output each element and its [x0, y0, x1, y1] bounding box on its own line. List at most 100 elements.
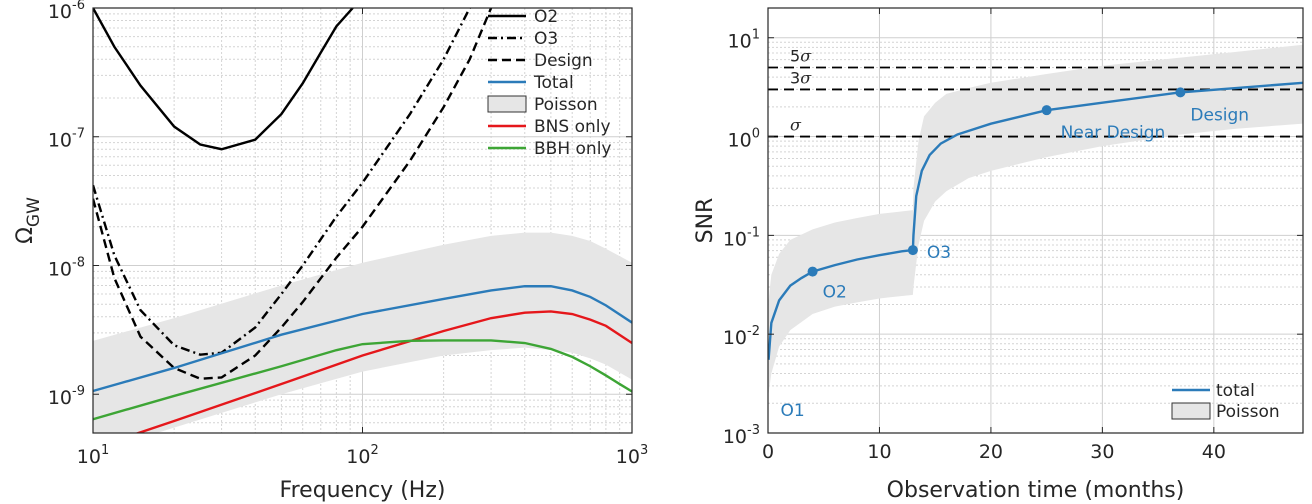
series-design [93, 8, 493, 380]
y-tick-label-exp: 0 [752, 127, 760, 142]
threshold-label: σ [790, 116, 802, 135]
poisson-band [93, 232, 632, 433]
y-tick-label-base: 10 [723, 327, 747, 349]
milestone-label: O1 [781, 401, 805, 421]
series-bns-only [134, 310, 632, 433]
threshold-label-num: 3 [790, 68, 800, 87]
y-tick-label-exp: -9 [72, 384, 85, 399]
legend-item: O2 [488, 7, 558, 27]
legend-label: Poisson [534, 95, 598, 115]
x-tick-label: 40 [1202, 441, 1226, 463]
y-tick-label-base: 10 [723, 426, 747, 448]
legend-label: BNS only [534, 117, 611, 137]
x-tick-label: 103 [616, 443, 648, 468]
milestone-point [907, 245, 918, 256]
legend-label: Poisson [1216, 402, 1280, 422]
legend-item: Design [488, 51, 593, 71]
y-tick-label: 10-7 [48, 127, 85, 152]
poisson-band [768, 44, 1303, 394]
legend-label: O3 [534, 29, 558, 49]
x-tick-label: 30 [1090, 441, 1114, 463]
legend-label: Design [534, 51, 593, 71]
legend-item: BNS only [488, 117, 611, 137]
milestone-point [1041, 105, 1052, 116]
x-tick-label: 102 [346, 443, 378, 468]
x-tick-label: 101 [77, 443, 109, 468]
y-axis-label-base: Ω [13, 227, 38, 244]
y-tick-label: 101 [728, 28, 760, 53]
threshold-label-num: 5 [790, 46, 800, 65]
legend-label: total [1216, 381, 1255, 401]
x-tick-label: 0 [762, 441, 774, 463]
y-tick-label-exp: -2 [747, 324, 760, 339]
threshold-label-sym: σ [800, 68, 812, 87]
x-tick-label-base: 10 [616, 446, 640, 468]
threshold-label-sym: σ [790, 116, 802, 135]
y-tick-label: 10-9 [48, 384, 85, 409]
y-tick-label-exp: 1 [752, 28, 760, 43]
y-tick-label-exp: -8 [72, 255, 85, 270]
y-axis-label-sub: GW [24, 197, 44, 227]
y-tick-label-exp: -3 [747, 423, 760, 438]
y-tick-label-base: 10 [723, 228, 747, 250]
milestone-label: O2 [823, 283, 847, 303]
series-total [93, 285, 632, 393]
series-bbh-only [93, 339, 632, 421]
legend-swatch [487, 95, 527, 113]
x-tick-label-base: 10 [77, 446, 101, 468]
y-tick-label-base: 10 [728, 130, 752, 152]
plot-area [93, 8, 632, 433]
y-tick-label: 10-3 [723, 423, 760, 448]
legend-item: Total [488, 73, 574, 93]
y-tick-label: 10-2 [723, 324, 760, 349]
y-tick-label: 10-1 [723, 225, 760, 250]
legend-label: BBH only [534, 139, 611, 159]
legend-item: Poisson [487, 95, 598, 115]
series-o2 [93, 8, 354, 151]
x-axis-label: Frequency (Hz) [280, 478, 446, 503]
x-tick-label-exp: 2 [370, 443, 378, 458]
legend-label: Total [533, 73, 574, 93]
y-tick-label-base: 10 [48, 258, 72, 280]
milestone-label: Design [1190, 105, 1249, 125]
y-axis-label: SNR [693, 198, 718, 244]
legend-item: total [1172, 381, 1255, 401]
series-total [768, 81, 1303, 360]
y-tick-label-base: 10 [48, 1, 72, 23]
y-tick-label: 10-6 [48, 0, 85, 23]
milestone-label: O3 [927, 243, 951, 263]
y-tick-label-exp: -1 [747, 225, 760, 240]
threshold-label: 5σ [790, 46, 812, 65]
x-tick-label-base: 10 [346, 446, 370, 468]
milestone-point [1175, 87, 1186, 98]
legend-item: O3 [488, 29, 558, 49]
y-tick-label-exp: -7 [72, 127, 85, 142]
x-axis-label: Observation time (months) [887, 478, 1185, 503]
y-axis-label: ΩGW [13, 197, 44, 244]
legend-swatch [1171, 402, 1211, 420]
legend-label: O2 [534, 7, 558, 27]
legend-item: BBH only [488, 139, 611, 159]
milestone-label: Near Design [1061, 123, 1166, 143]
y-tick-label-base: 10 [728, 31, 752, 53]
y-tick-label: 100 [728, 127, 760, 152]
y-tick-label-base: 10 [48, 130, 72, 152]
plot-area [768, 44, 1303, 394]
y-tick-label-exp: -6 [72, 0, 85, 13]
legend-item: Poisson [1171, 402, 1280, 422]
y-tick-label-base: 10 [48, 387, 72, 409]
x-tick-label: 10 [867, 441, 891, 463]
milestone-point [807, 266, 818, 277]
x-tick-label-exp: 1 [101, 443, 109, 458]
x-tick-label-exp: 3 [640, 443, 648, 458]
axes-frame [767, 7, 1304, 434]
x-tick-label: 20 [979, 441, 1003, 463]
threshold-label-sym: σ [800, 46, 812, 65]
y-tick-label: 10-8 [48, 255, 85, 280]
threshold-label: 3σ [790, 68, 812, 87]
